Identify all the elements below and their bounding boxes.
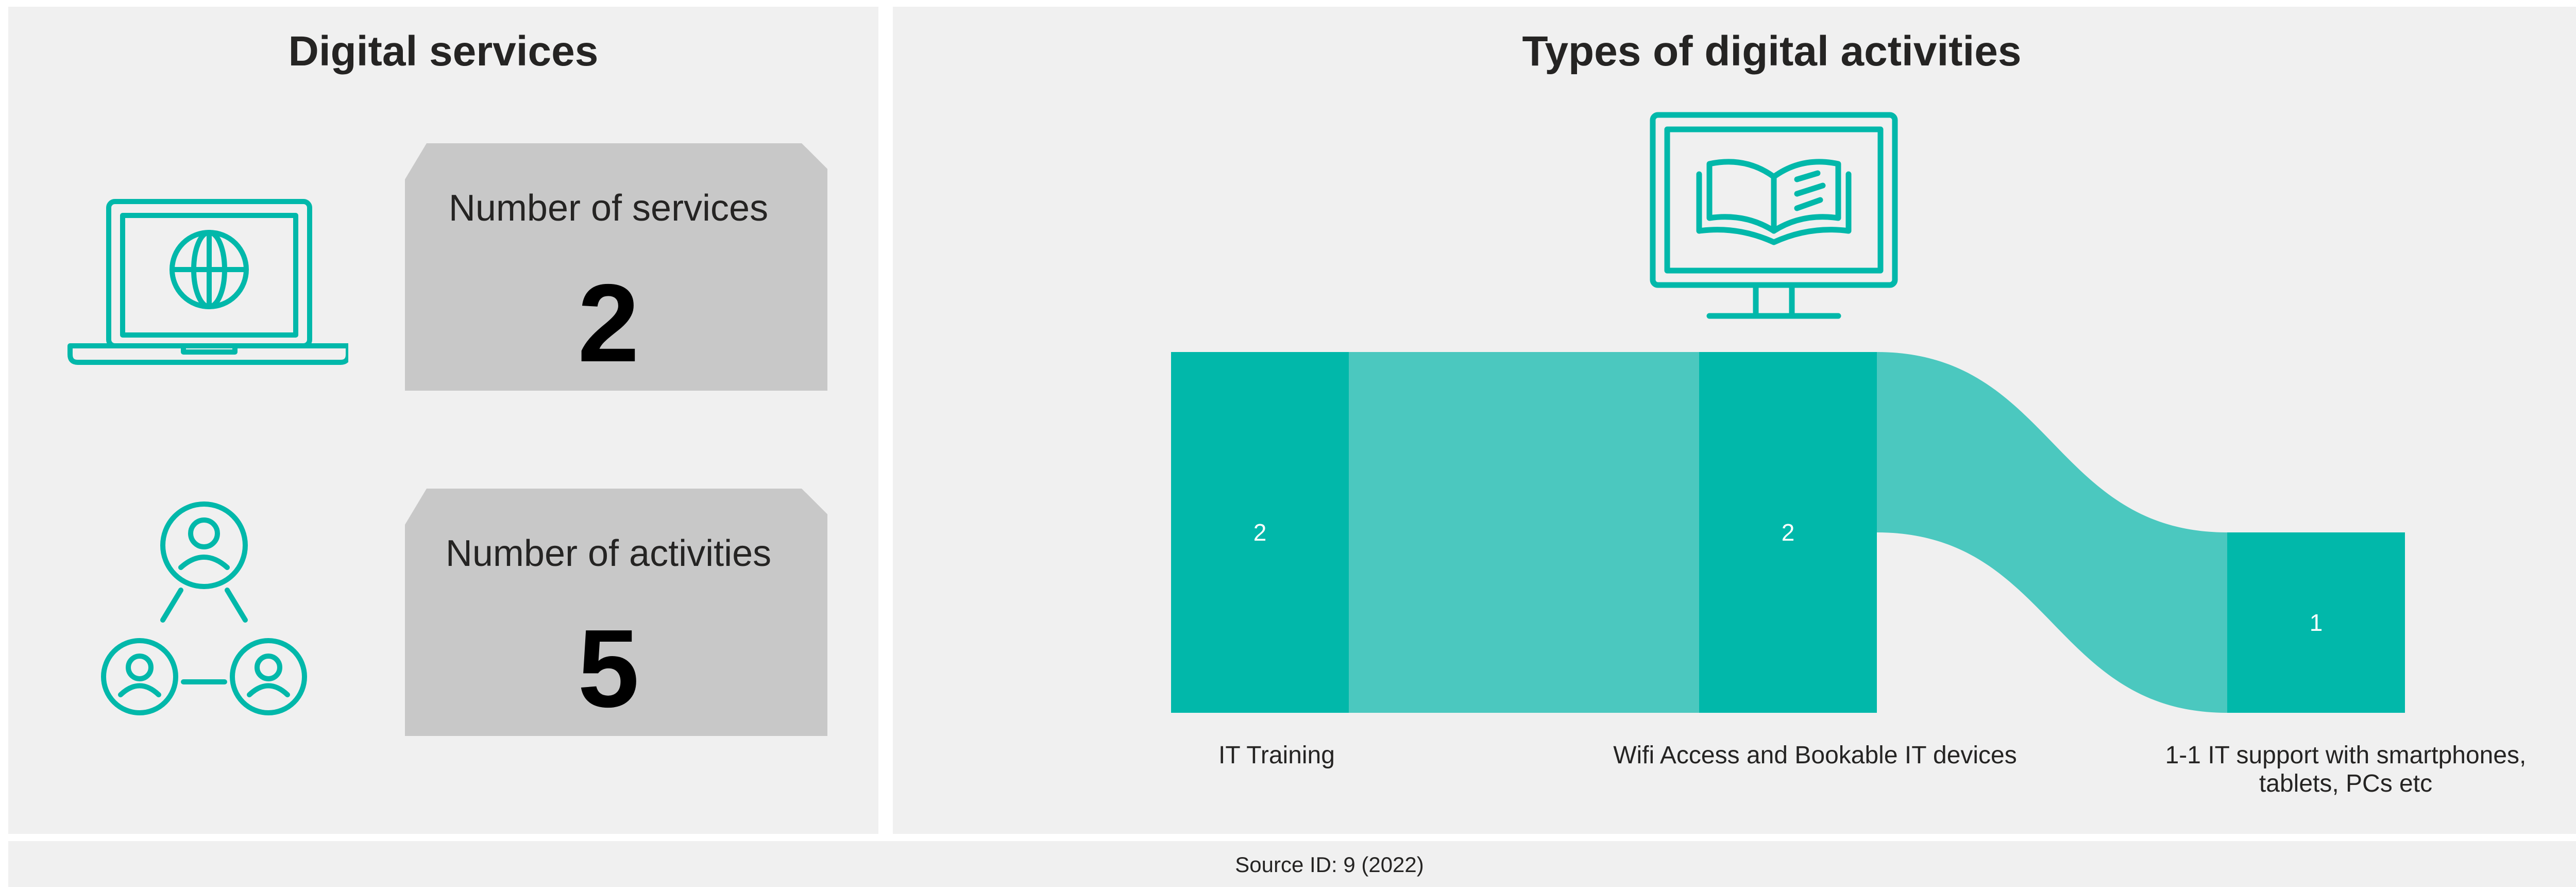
digital-activities-panel: Types of digital activities 2 2 1 IT Train… (893, 7, 2576, 834)
sankey-node-value-2: 1 (2310, 609, 2323, 636)
sankey-node-2 (2227, 532, 2405, 713)
sankey-node-1 (1699, 352, 1877, 713)
services-card: Number of services 2 (389, 138, 827, 391)
activities-value: 5 (578, 606, 639, 730)
node-label-wifi: Wifi Access and Bookable IT devices (1613, 742, 2017, 769)
services-label: Number of services (448, 188, 769, 229)
source-text: Source ID: 9 (2022) (1235, 852, 1424, 877)
footer: Source ID: 9 (2022) (8, 841, 2576, 887)
activities-card: Number of activities 5 (389, 483, 827, 736)
digital-services-panel: Digital services Number of services 2 (8, 7, 878, 834)
chart-title: Types of digital activities (1522, 28, 2022, 75)
services-value: 2 (578, 261, 639, 385)
people-network-icon (91, 501, 317, 731)
laptop-globe-icon (60, 192, 351, 375)
node-label-it-support: 1-1 IT support with smartphones, tablets… (2165, 742, 2527, 797)
sankey-node-value-1: 2 (1782, 519, 1795, 546)
monitor-book-icon (1642, 107, 1900, 331)
panel-title: Digital services (288, 28, 599, 75)
node-label-it-training: IT Training (1218, 742, 1335, 769)
sankey-node-value-0: 2 (1253, 519, 1267, 546)
activities-label: Number of activities (445, 533, 772, 574)
sankey-node-0 (1171, 352, 1349, 713)
sankey-chart: 2 2 1 (1171, 352, 2405, 713)
sankey-link-0 (1349, 352, 1699, 713)
sankey-link-1 (1877, 352, 2227, 713)
